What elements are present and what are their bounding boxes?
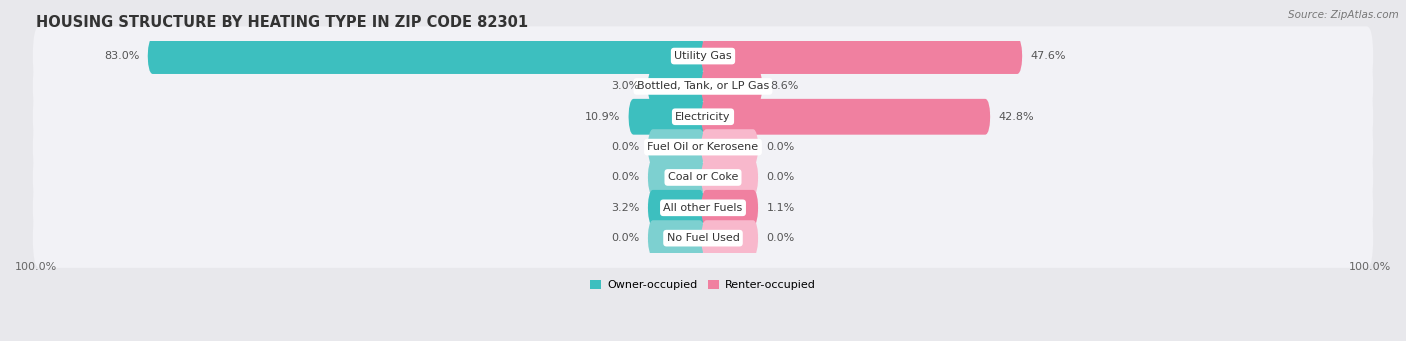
FancyBboxPatch shape [702,160,758,195]
Text: 0.0%: 0.0% [766,233,794,243]
Text: No Fuel Used: No Fuel Used [666,233,740,243]
Text: 3.0%: 3.0% [612,81,640,91]
Text: 0.0%: 0.0% [612,142,640,152]
Text: Fuel Oil or Kerosene: Fuel Oil or Kerosene [647,142,759,152]
Text: 83.0%: 83.0% [104,51,139,61]
Text: 0.0%: 0.0% [612,233,640,243]
FancyBboxPatch shape [32,208,1374,268]
FancyBboxPatch shape [648,160,704,195]
FancyBboxPatch shape [648,129,704,165]
FancyBboxPatch shape [32,117,1374,177]
FancyBboxPatch shape [648,69,704,104]
Text: Utility Gas: Utility Gas [675,51,731,61]
Text: 0.0%: 0.0% [766,173,794,182]
Legend: Owner-occupied, Renter-occupied: Owner-occupied, Renter-occupied [586,275,820,295]
Text: 0.0%: 0.0% [612,173,640,182]
Text: All other Fuels: All other Fuels [664,203,742,213]
Text: 0.0%: 0.0% [766,142,794,152]
FancyBboxPatch shape [32,178,1374,238]
FancyBboxPatch shape [32,148,1374,207]
FancyBboxPatch shape [628,99,704,135]
FancyBboxPatch shape [702,129,758,165]
Text: 47.6%: 47.6% [1031,51,1066,61]
FancyBboxPatch shape [702,69,762,104]
Text: Source: ZipAtlas.com: Source: ZipAtlas.com [1288,10,1399,20]
Text: 10.9%: 10.9% [585,112,620,122]
Text: Coal or Coke: Coal or Coke [668,173,738,182]
FancyBboxPatch shape [702,38,1022,74]
FancyBboxPatch shape [702,220,758,256]
Text: 1.1%: 1.1% [766,203,794,213]
Text: Electricity: Electricity [675,112,731,122]
FancyBboxPatch shape [148,38,704,74]
Text: Bottled, Tank, or LP Gas: Bottled, Tank, or LP Gas [637,81,769,91]
Text: 42.8%: 42.8% [998,112,1033,122]
FancyBboxPatch shape [702,190,758,226]
FancyBboxPatch shape [32,57,1374,116]
FancyBboxPatch shape [32,87,1374,147]
Text: HOUSING STRUCTURE BY HEATING TYPE IN ZIP CODE 82301: HOUSING STRUCTURE BY HEATING TYPE IN ZIP… [37,15,529,30]
Text: 8.6%: 8.6% [770,81,799,91]
FancyBboxPatch shape [648,220,704,256]
FancyBboxPatch shape [32,26,1374,86]
Text: 3.2%: 3.2% [612,203,640,213]
FancyBboxPatch shape [702,99,990,135]
FancyBboxPatch shape [648,190,704,226]
